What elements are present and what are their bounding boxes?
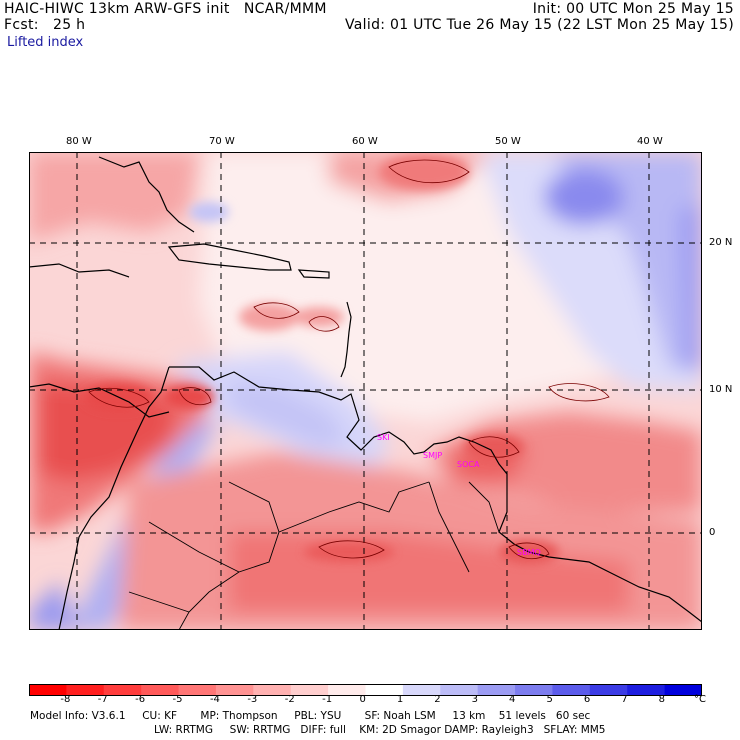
hispaniola-coast bbox=[167, 243, 292, 271]
colorbar-swatch bbox=[29, 684, 67, 696]
lifted-index-map: SKI SMJP SOCA SBMQ bbox=[29, 152, 702, 630]
station-sbmq: SBMQ bbox=[517, 548, 541, 557]
colorbar-label: -3 bbox=[247, 694, 258, 705]
lon-label-80w: 80 W bbox=[66, 136, 92, 147]
colorbar-swatch bbox=[253, 684, 292, 696]
bahamas-coast bbox=[98, 156, 195, 233]
forecast-hour: Fcst: 25 h bbox=[4, 17, 86, 33]
lat-label-10n: 10 N bbox=[709, 384, 733, 395]
colorbar-label: -4 bbox=[209, 694, 220, 705]
colorbar-label: 4 bbox=[509, 694, 516, 705]
colorbar-label: -8 bbox=[60, 694, 71, 705]
colorbar-label: 7 bbox=[621, 694, 628, 705]
lesser-antilles bbox=[340, 301, 352, 378]
lon-label-40w: 40 W bbox=[637, 136, 663, 147]
colorbar bbox=[29, 681, 703, 696]
station-smjp: SMJP bbox=[423, 451, 442, 460]
colorbar-swatch bbox=[440, 684, 479, 696]
cuba-jamaica-coast bbox=[29, 263, 130, 278]
init-time: Init: 00 UTC Mon 25 May 15 bbox=[532, 1, 734, 17]
lat-label-20n: 20 N bbox=[709, 237, 733, 248]
colorbar-swatch bbox=[365, 684, 404, 696]
coastlines bbox=[29, 156, 702, 630]
colorbar-label: 6 bbox=[583, 694, 591, 705]
colorbar-unit: °C bbox=[694, 694, 706, 705]
colorbar-swatch bbox=[515, 684, 553, 696]
colorbar-swatch bbox=[141, 684, 180, 696]
valid-time: Valid: 01 UTC Tue 26 May 15 (22 LST Mon … bbox=[345, 17, 734, 33]
colorbar-label: -2 bbox=[284, 694, 295, 705]
colorbar-swatch bbox=[178, 684, 217, 696]
colorbar-swatch bbox=[402, 684, 441, 696]
colorbar-label: -1 bbox=[322, 694, 333, 705]
colorbar-label: 0 bbox=[359, 694, 366, 705]
model-info-line-1: Model Info: V3.6.1 CU: KF MP: Thompson P… bbox=[30, 710, 591, 722]
puerto-rico-coast bbox=[297, 269, 330, 279]
colorbar-swatch bbox=[477, 684, 516, 696]
model-title: HAIC-HIWC 13km ARW-GFS init NCAR/MMM bbox=[4, 1, 327, 17]
stations: SKI SMJP SOCA SBMQ bbox=[377, 433, 541, 557]
contours bbox=[88, 159, 610, 560]
colorbar-swatch bbox=[589, 684, 628, 696]
colorbar-swatch bbox=[627, 684, 666, 696]
south-america-west-coast bbox=[58, 366, 170, 630]
map-frame bbox=[29, 152, 702, 630]
colorbar-label: 5 bbox=[546, 694, 553, 705]
colorbar-swatch bbox=[215, 684, 254, 696]
colorbar-swatch bbox=[103, 684, 142, 696]
colorbar-swatches bbox=[29, 684, 703, 696]
country-borders bbox=[128, 481, 500, 630]
colorbar-swatch bbox=[664, 684, 703, 696]
colorbar-swatch bbox=[552, 684, 591, 696]
colorbar-label: -6 bbox=[135, 694, 146, 705]
colorbar-label: -5 bbox=[172, 694, 183, 705]
colorbar-label: 8 bbox=[658, 694, 665, 705]
colorbar-label: -7 bbox=[97, 694, 108, 705]
colorbar-label: 1 bbox=[396, 694, 404, 705]
lon-label-50w: 50 W bbox=[495, 136, 521, 147]
field-name: Lifted index bbox=[7, 35, 84, 50]
colorbar-frame bbox=[29, 684, 702, 696]
lon-label-70w: 70 W bbox=[209, 136, 235, 147]
station-soca: SOCA bbox=[457, 460, 480, 469]
colorbar-swatch bbox=[328, 684, 366, 696]
colorbar-swatch bbox=[290, 684, 329, 696]
colorbar-label: 2 bbox=[434, 694, 441, 705]
lon-label-60w: 60 W bbox=[352, 136, 378, 147]
colorbar-swatch bbox=[66, 684, 105, 696]
central-america-coast bbox=[29, 383, 170, 418]
model-info-line-2: LW: RRTMG SW: RRTMG DIFF: full KM: 2D Sm… bbox=[154, 724, 606, 736]
lat-label-0: 0 bbox=[709, 527, 716, 538]
lat-lon-grid bbox=[29, 152, 702, 630]
colorbar-label: 3 bbox=[471, 694, 479, 705]
south-america-north-coast bbox=[169, 366, 702, 623]
station-ski: SKI bbox=[377, 433, 390, 442]
